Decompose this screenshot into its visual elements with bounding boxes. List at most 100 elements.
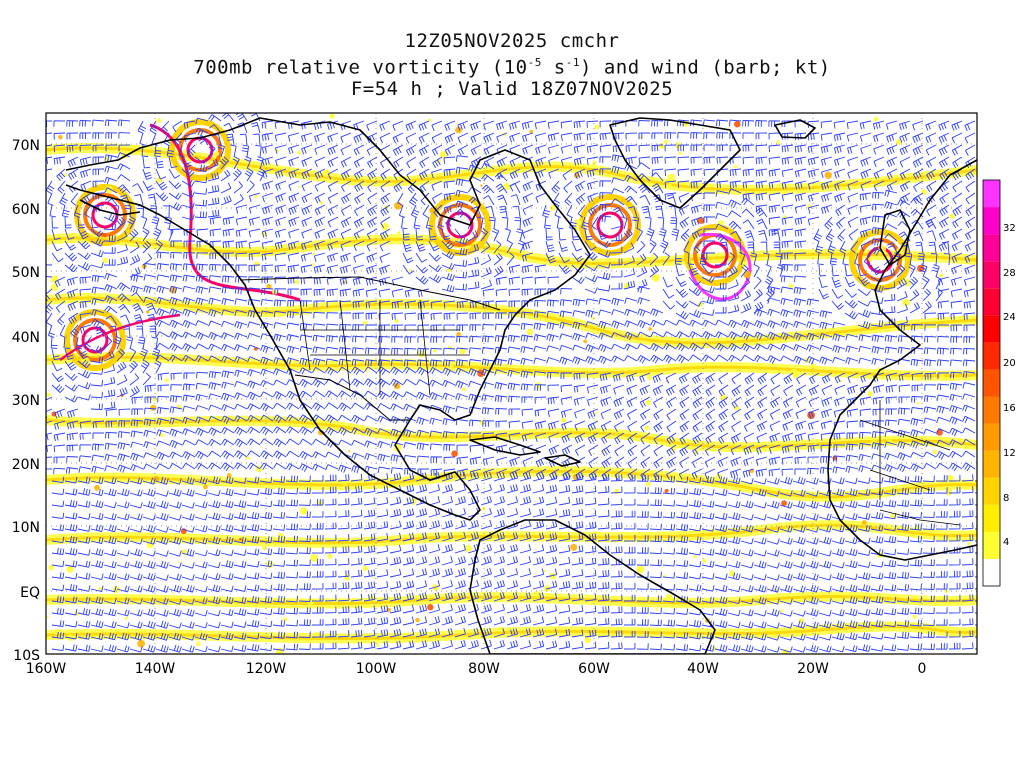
wind-barb: [129, 526, 143, 533]
wind-barb: [559, 310, 573, 318]
wind-barb: [350, 629, 363, 638]
wind-barb: [456, 347, 469, 355]
wind-barb: [675, 608, 689, 615]
wind-barb: [260, 450, 274, 460]
wind-barb: [545, 580, 558, 590]
wind-barb: [767, 308, 781, 317]
wind-barb: [156, 308, 170, 317]
wind-barb: [859, 120, 872, 130]
wind-barb: [314, 228, 326, 239]
wind-barb: [545, 532, 558, 542]
wind-barb: [883, 596, 897, 604]
wind-barb: [728, 354, 742, 362]
wind-barb: [806, 332, 820, 341]
wind-barb: [353, 264, 365, 275]
wind-barb: [51, 476, 65, 484]
wind-barb: [705, 432, 716, 445]
wind-barb: [103, 477, 117, 485]
vorticity-speckle: [727, 266, 730, 269]
wind-barb: [675, 523, 689, 531]
wind-barb: [389, 640, 402, 650]
wind-barb: [129, 348, 137, 362]
wind-barb: [653, 444, 664, 457]
wind-barb: [380, 204, 391, 217]
wind-barb: [220, 621, 234, 629]
wind-barb: [532, 628, 545, 638]
wind-barb: [220, 608, 234, 617]
wind-barb: [831, 300, 844, 310]
wind-barb: [285, 559, 298, 567]
wind-barb: [831, 537, 845, 545]
wind-barb: [640, 408, 651, 421]
wind-barb: [678, 192, 690, 203]
wind-barb: [64, 360, 77, 371]
wind-barb: [156, 354, 170, 362]
wind-barb: [610, 570, 623, 578]
wind-barb: [623, 486, 636, 494]
wind-barb: [480, 603, 492, 614]
wind-barb: [545, 568, 558, 578]
wind-barb: [364, 359, 378, 367]
wind-barb: [641, 205, 651, 218]
wind-barb: [688, 596, 702, 604]
wind-barb: [842, 252, 849, 266]
wind-barb: [910, 429, 924, 438]
wind-barb: [559, 356, 573, 365]
wind-barb: [910, 440, 924, 449]
wind-barb: [844, 537, 858, 545]
lat-label-70n: 70N: [12, 138, 40, 154]
wind-barb: [103, 247, 116, 254]
wind-barb: [92, 132, 105, 139]
wind-barb: [884, 464, 898, 473]
vorticity-speckle: [645, 481, 651, 487]
wind-barb: [311, 559, 324, 566]
wind-barb: [818, 525, 832, 533]
wind-barb: [493, 603, 505, 614]
wind-barb: [337, 510, 350, 518]
wind-barb: [834, 396, 846, 407]
wind-barb: [51, 644, 65, 652]
wind-barb: [727, 489, 741, 497]
wind-barb: [67, 300, 79, 312]
wind-barb: [627, 456, 638, 469]
wind-barb: [873, 168, 885, 180]
wind-barb: [467, 627, 479, 638]
wind-barb: [909, 559, 922, 567]
wind-barb: [753, 514, 767, 521]
wind-barb: [599, 168, 612, 175]
wind-barb: [756, 420, 768, 432]
wind-barb: [818, 610, 832, 617]
wind-barb: [701, 275, 715, 283]
latitude-labels: 70N 60N 50N 40N 30N 20N 10N EQ 10S: [12, 138, 40, 664]
wind-barb: [390, 441, 404, 448]
wind-barb: [429, 430, 443, 437]
map-frame: [45, 112, 978, 655]
wind-barb: [431, 132, 443, 144]
wind-barb: [625, 132, 638, 140]
wind-barb: [768, 144, 781, 153]
wind-barb: [285, 631, 298, 639]
wind-barb: [104, 165, 118, 173]
wind-barb: [588, 204, 599, 217]
wind-barb: [705, 408, 716, 421]
wind-barb: [645, 217, 652, 230]
wind-barb: [519, 640, 532, 650]
wind-barb: [51, 584, 65, 592]
wind-barb: [53, 156, 66, 165]
wind-barb: [794, 192, 807, 202]
vorticity-filament: [59, 313, 181, 362]
wind-barb: [796, 372, 807, 385]
wind-barb: [77, 394, 91, 401]
wind-barb: [601, 432, 612, 444]
wind-barb: [324, 594, 337, 602]
wind-barb: [896, 631, 910, 639]
wind-barb: [692, 456, 703, 468]
wind-barb: [129, 489, 143, 497]
wind-barb: [105, 132, 118, 139]
wind-barb: [273, 368, 287, 376]
wind-barb: [55, 300, 66, 313]
wind-barb: [532, 532, 545, 542]
wind-barb: [521, 276, 534, 285]
wind-barb: [806, 309, 820, 317]
wind-barb: [341, 168, 352, 180]
